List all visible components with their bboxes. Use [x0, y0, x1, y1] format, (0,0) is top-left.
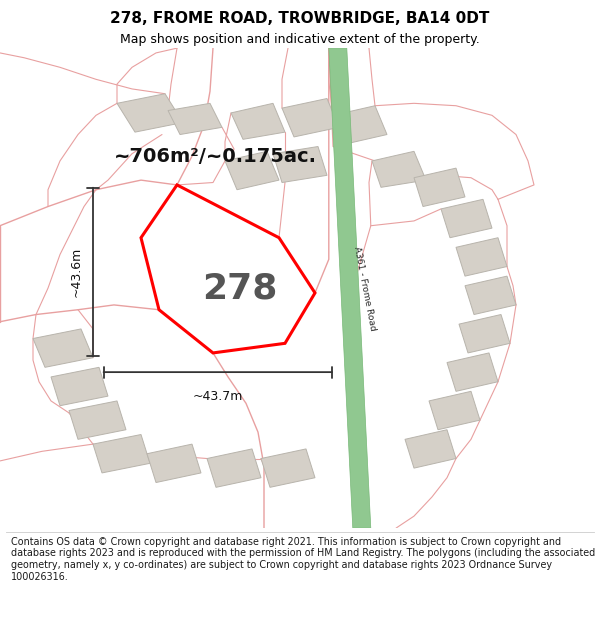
Polygon shape	[117, 94, 183, 132]
Text: 278: 278	[202, 271, 278, 305]
Polygon shape	[414, 168, 465, 206]
Polygon shape	[147, 444, 201, 483]
Polygon shape	[405, 430, 456, 468]
Polygon shape	[372, 151, 426, 188]
Text: Contains OS data © Crown copyright and database right 2021. This information is : Contains OS data © Crown copyright and d…	[11, 537, 595, 582]
Polygon shape	[225, 151, 279, 190]
Polygon shape	[273, 146, 327, 182]
Polygon shape	[441, 199, 492, 238]
Polygon shape	[261, 449, 315, 488]
Polygon shape	[69, 401, 126, 439]
Polygon shape	[207, 449, 261, 488]
Polygon shape	[447, 353, 498, 391]
Polygon shape	[329, 48, 371, 528]
Polygon shape	[168, 103, 222, 134]
Polygon shape	[51, 368, 108, 406]
Polygon shape	[459, 314, 510, 353]
Polygon shape	[429, 391, 480, 430]
Text: ~43.6m: ~43.6m	[69, 247, 82, 297]
Text: A361 - Frome Road: A361 - Frome Road	[352, 245, 377, 331]
Polygon shape	[282, 99, 339, 137]
Polygon shape	[231, 103, 285, 139]
Polygon shape	[33, 329, 93, 367]
Text: ~706m²/~0.175ac.: ~706m²/~0.175ac.	[114, 147, 317, 166]
Text: ~43.7m: ~43.7m	[193, 391, 243, 403]
Polygon shape	[456, 238, 507, 276]
Polygon shape	[465, 276, 516, 314]
Text: 278, FROME ROAD, TROWBRIDGE, BA14 0DT: 278, FROME ROAD, TROWBRIDGE, BA14 0DT	[110, 11, 490, 26]
Polygon shape	[93, 434, 150, 473]
Polygon shape	[333, 106, 387, 144]
Text: Map shows position and indicative extent of the property.: Map shows position and indicative extent…	[120, 32, 480, 46]
